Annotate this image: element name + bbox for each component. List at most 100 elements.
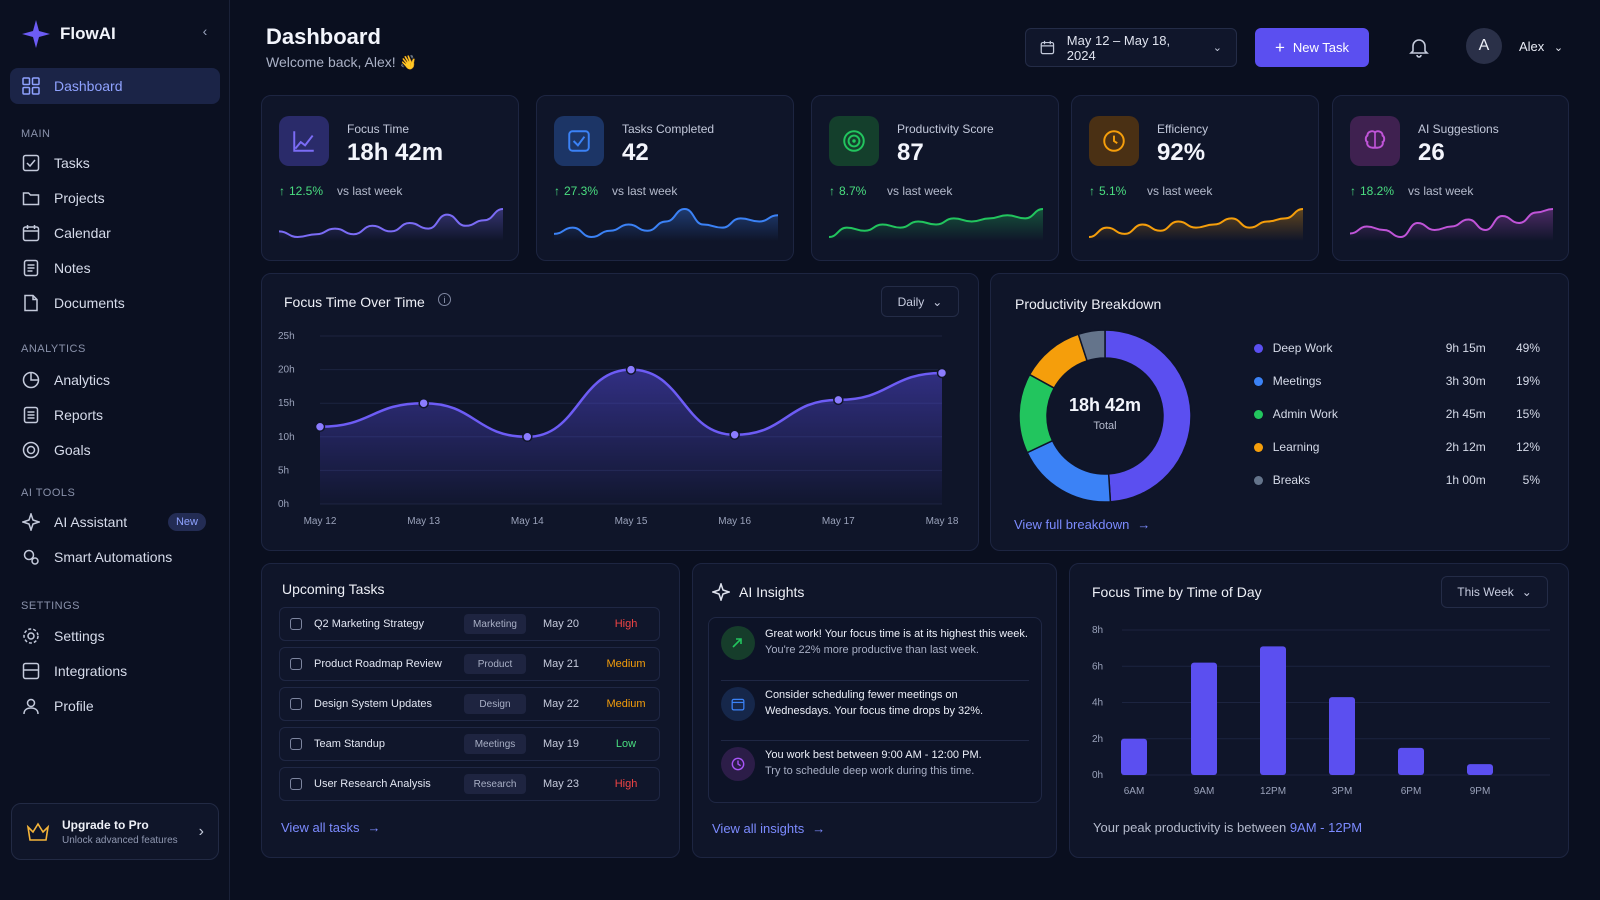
- sidebar-item-ai-assistant[interactable]: AI Assistant New: [10, 504, 220, 540]
- sparkline-line: [554, 207, 778, 239]
- kpi-label: Focus Time: [347, 122, 410, 136]
- insight-item[interactable]: Great work! Your focus time is at its hi…: [721, 626, 1031, 660]
- chevron-right-icon: ›: [198, 822, 204, 840]
- kpi-change: ↑ 18.2%: [1350, 184, 1394, 198]
- sidebar-item-projects[interactable]: Projects: [10, 180, 220, 216]
- sparkline-area: [1350, 209, 1553, 241]
- logo[interactable]: FlowAI: [20, 18, 116, 50]
- sidebar-item-analytics[interactable]: Analytics: [10, 362, 220, 398]
- task-row[interactable]: Design System Updates Design May 22 Medium: [279, 687, 660, 721]
- arrow-right-icon: →: [812, 821, 826, 836]
- user-name: Alex: [1519, 39, 1545, 54]
- task-row[interactable]: Team Standup Meetings May 19 Low: [279, 727, 660, 761]
- task-name: Q2 Marketing Strategy: [314, 618, 425, 630]
- task-name: Team Standup: [314, 738, 385, 750]
- insight-item[interactable]: Consider scheduling fewer meetings on Wed…: [721, 687, 1031, 721]
- sidebar-item-calendar[interactable]: Calendar: [10, 215, 220, 251]
- legend-percent: 5%: [1522, 473, 1540, 487]
- user-menu[interactable]: Alex ⌄: [1519, 39, 1563, 54]
- legend-name: Deep Work: [1272, 341, 1333, 355]
- x-tick-label: May 18: [926, 516, 959, 527]
- link-label: View full breakdown: [1014, 517, 1130, 532]
- y-tick-label: 10h: [278, 432, 295, 443]
- productivity-breakdown-card: Productivity Breakdown 18h 42m Total Vie…: [990, 273, 1569, 551]
- sidebar-item-reports[interactable]: Reports: [10, 397, 220, 433]
- task-row[interactable]: Q2 Marketing Strategy Marketing May 20 High: [279, 607, 660, 641]
- legend-name: Breaks: [1272, 473, 1311, 487]
- task-row[interactable]: User Research Analysis Research May 23 High: [279, 767, 660, 801]
- legend-item: Learning 2h 12m 12%: [1254, 437, 1540, 457]
- period-select[interactable]: Daily ⌄: [881, 286, 959, 317]
- x-tick-label: 12PM: [1260, 786, 1286, 797]
- task-tag: Design: [464, 694, 526, 714]
- kpi-change: ↑ 8.7%: [829, 184, 866, 198]
- sidebar: FlowAI ‹ Dashboard MAIN Tasks Projects C…: [0, 0, 230, 900]
- insight-text: Consider scheduling fewer meetings on: [765, 689, 958, 701]
- task-checkbox[interactable]: [290, 738, 302, 750]
- sidebar-item-label: Settings: [54, 628, 105, 644]
- kpi-compare: vs last week: [1147, 184, 1213, 198]
- sidebar-item-profile[interactable]: Profile: [10, 688, 220, 724]
- sidebar-item-dashboard[interactable]: Dashboard: [10, 68, 220, 104]
- view-all-tasks-link[interactable]: View all tasks →: [281, 820, 381, 835]
- bell-icon[interactable]: [1408, 36, 1430, 58]
- legend-percent: 49%: [1515, 341, 1540, 355]
- task-checkbox[interactable]: [290, 618, 302, 630]
- x-tick-label: May 13: [407, 516, 440, 527]
- peak-text-prefix: Your peak productivity is between: [1093, 820, 1287, 835]
- sidebar-item-tasks[interactable]: Tasks: [10, 145, 220, 181]
- insight-item[interactable]: You work best between 9:00 AM - 12:00 PM…: [721, 747, 1031, 781]
- task-checkbox[interactable]: [290, 698, 302, 710]
- info-icon[interactable]: i: [438, 293, 451, 306]
- legend-item: Deep Work 9h 15m 49%: [1254, 338, 1540, 358]
- avatar[interactable]: A: [1466, 28, 1502, 64]
- calendar-icon: [721, 687, 755, 721]
- legend-dot: [1254, 343, 1263, 353]
- view-full-breakdown-link[interactable]: View full breakdown →: [1014, 517, 1150, 532]
- sidebar-item-integrations[interactable]: Integrations: [10, 653, 220, 689]
- arrow-up-icon: ↑: [1089, 184, 1095, 198]
- crown-icon: [26, 821, 50, 841]
- kpi-change-value: 8.7%: [839, 184, 867, 198]
- task-priority: Low: [615, 738, 637, 750]
- sidebar-item-label: Reports: [54, 407, 104, 423]
- chevron-down-icon: ⌄: [932, 294, 943, 309]
- legend-item: Meetings 3h 30m 19%: [1254, 371, 1540, 391]
- breakdown-donut-chart: [1018, 329, 1192, 503]
- sidebar-item-settings[interactable]: Settings: [10, 618, 220, 654]
- y-tick-label: 0h: [278, 499, 289, 510]
- sidebar-item-label: AI Assistant: [54, 514, 128, 530]
- legend-percent: 19%: [1515, 374, 1540, 388]
- task-row[interactable]: Product Roadmap Review Product May 21 Mediu…: [279, 647, 660, 681]
- kpi-label: Productivity Score: [897, 122, 994, 136]
- upgrade-to-pro-card[interactable]: Upgrade to Pro Unlock advanced features …: [11, 803, 219, 860]
- insight-detail: Try to schedule deep work during this ti…: [765, 765, 975, 777]
- insight-detail: Wednesdays. Your focus time drops by 32%…: [765, 705, 984, 717]
- task-checkbox[interactable]: [290, 658, 302, 670]
- sidebar-item-documents[interactable]: Documents: [10, 285, 220, 321]
- new-task-button[interactable]: + New Task: [1255, 28, 1369, 67]
- sidebar-item-goals[interactable]: Goals: [10, 432, 220, 468]
- kpi-change-value: 12.5%: [289, 184, 324, 198]
- sidebar-item-label: Documents: [54, 295, 125, 311]
- upgrade-subtitle: Unlock advanced features: [62, 834, 178, 846]
- sidebar-item-label: Notes: [54, 260, 91, 276]
- y-tick-label: 8h: [1092, 625, 1103, 636]
- insight-text: Great work! Your focus time is at its hi…: [765, 628, 1028, 640]
- period-select[interactable]: This Week ⌄: [1441, 576, 1548, 608]
- sidebar-item-smart-automations[interactable]: Smart Automations: [10, 539, 220, 575]
- logo-icon: [22, 20, 50, 48]
- date-range-picker[interactable]: May 12 – May 18, 2024 ⌄: [1025, 28, 1237, 67]
- task-tag: Meetings: [464, 734, 526, 754]
- x-tick-label: May 15: [615, 516, 648, 527]
- divider: [721, 740, 1029, 741]
- view-all-insights-link[interactable]: View all insights →: [712, 821, 825, 836]
- collapse-sidebar-icon[interactable]: ‹: [202, 23, 208, 39]
- task-date: May 20: [542, 618, 580, 630]
- kpi-compare: vs last week: [337, 184, 403, 198]
- x-tick-label: 9AM: [1194, 786, 1215, 797]
- task-checkbox[interactable]: [290, 778, 302, 790]
- legend-name: Learning: [1272, 440, 1320, 454]
- sidebar-item-notes[interactable]: Notes: [10, 250, 220, 286]
- sparkline-line: [829, 208, 1043, 238]
